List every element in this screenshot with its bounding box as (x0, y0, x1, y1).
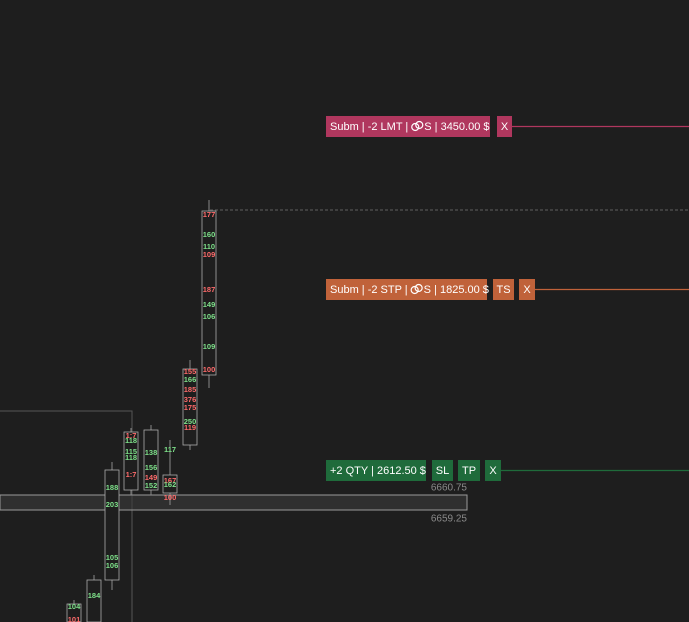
order-button[interactable] (493, 279, 514, 300)
footprint-level: 188 (106, 483, 119, 492)
candle-body (86, 579, 102, 622)
price-label: 6660.75 (431, 483, 468, 494)
footprint-level: 175 (184, 403, 197, 412)
order-text: S | 1825.00 $ (424, 284, 489, 296)
footprint-level: 160 (203, 230, 216, 239)
footprint-level: 376 (184, 395, 197, 404)
candle-body (182, 368, 198, 446)
footprint-level: 109 (203, 250, 216, 259)
price-band (0, 494, 468, 511)
candle-body (104, 469, 120, 581)
order-button-text[interactable]: TP (462, 465, 476, 477)
order-button[interactable] (458, 460, 480, 481)
footprint-level: 1:7 (126, 470, 137, 479)
candle-body (162, 474, 178, 494)
footprint-level: 101 (68, 615, 81, 622)
footprint-level: 166 (184, 375, 197, 384)
link-icon (411, 122, 420, 132)
footprint-level: 100 (164, 493, 177, 502)
footprint-level: 119 (184, 423, 196, 432)
footprint-level: 156 (145, 463, 158, 472)
footprint-level: 104 (68, 602, 81, 611)
footprint-level: 138 (145, 448, 158, 457)
range-box (0, 410, 133, 622)
footprint-level: 106 (203, 312, 216, 321)
footprint-level: 109 (203, 342, 216, 351)
footprint-level: 162 (164, 480, 177, 489)
order-button-text[interactable]: SL (436, 465, 449, 477)
candle-body (143, 429, 159, 491)
order-text: Subm | -2 STP | (330, 284, 408, 296)
order-button-text[interactable]: TS (496, 284, 510, 296)
footprint-level: 149 (203, 300, 216, 309)
footprint-level: 115 (125, 447, 137, 456)
footprint-level: 187 (203, 285, 216, 294)
footprint-level: 149 (145, 473, 158, 482)
footprint-level: 203 (106, 500, 119, 509)
order-button[interactable] (485, 460, 501, 481)
order-text: S | 3450.00 $ (424, 121, 489, 133)
order-label (326, 116, 490, 137)
footprint-level: 250 (184, 417, 197, 426)
order-button[interactable] (497, 116, 512, 137)
footprint-level: 185 (184, 385, 197, 394)
order-button[interactable] (519, 279, 535, 300)
order-button-text[interactable]: X (523, 284, 531, 296)
link-icon (410, 285, 419, 295)
footprint-level: 110 (203, 242, 215, 251)
link-icon (414, 283, 423, 293)
order-label (326, 279, 487, 300)
candle-body (66, 603, 82, 622)
candle-body (201, 210, 217, 376)
order-text: +2 QTY | 2612.50 $ (330, 465, 426, 477)
footprint-level: 184 (88, 591, 101, 600)
order-text: Subm | -2 LMT | (330, 121, 408, 133)
footprint-level: 177 (203, 210, 216, 219)
footprint-level: 167 (164, 476, 177, 485)
footprint-level: 105 (106, 553, 119, 562)
order-button[interactable] (432, 460, 453, 481)
order-button-text[interactable]: X (501, 121, 509, 133)
candle-body (123, 431, 139, 491)
footprint-level: 117 (164, 445, 176, 454)
footprint-level: 118 (125, 453, 137, 462)
footprint-level: 118 (125, 436, 137, 445)
link-icon (415, 120, 424, 130)
footprint-level: 100 (203, 365, 216, 374)
order-label (326, 460, 426, 481)
price-label: 6659.25 (431, 514, 468, 525)
footprint-level: 1:7 (126, 431, 137, 440)
footprint-level: 152 (145, 481, 158, 490)
footprint-level: 106 (106, 561, 119, 570)
footprint-level: 155 (184, 367, 197, 376)
order-button-text[interactable]: X (489, 465, 497, 477)
